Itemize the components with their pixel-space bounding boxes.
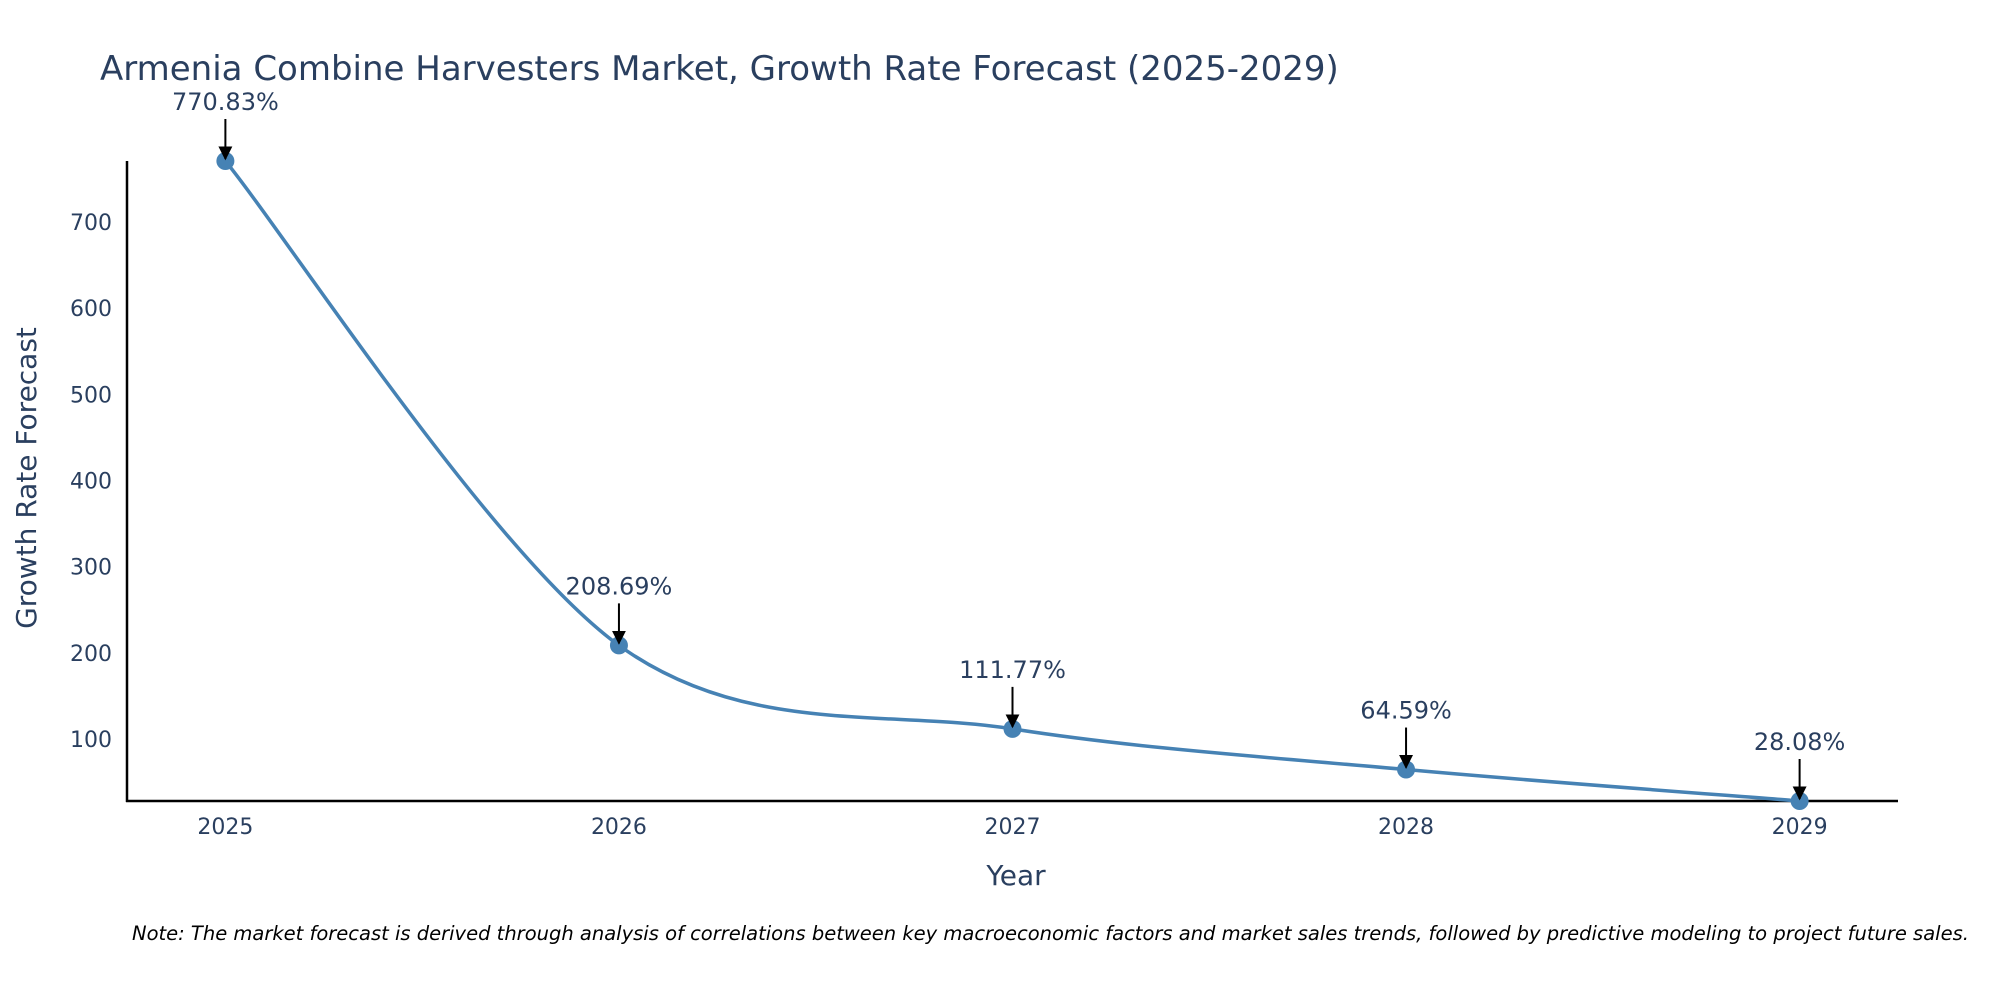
y-tick-label: 600 xyxy=(70,297,112,322)
y-tick-label: 400 xyxy=(70,470,112,495)
data-label: 770.83% xyxy=(172,88,279,116)
x-axis-title: Year xyxy=(985,859,1046,892)
x-tick-label: 2025 xyxy=(197,815,253,840)
y-axis-title: Growth Rate Forecast xyxy=(10,327,43,629)
x-tick-label: 2027 xyxy=(985,815,1041,840)
x-tick-label: 2029 xyxy=(1772,815,1828,840)
data-label: 111.77% xyxy=(959,656,1066,684)
x-tick-label: 2026 xyxy=(591,815,647,840)
y-tick-label: 200 xyxy=(70,642,112,667)
y-tick-label: 700 xyxy=(70,211,112,236)
y-tick-label: 500 xyxy=(70,383,112,408)
series-line xyxy=(224,159,1800,803)
chart-title: Armenia Combine Harvesters Market, Growt… xyxy=(100,49,1339,89)
data-label: 28.08% xyxy=(1754,728,1846,756)
footnote: Note: The market forecast is derived thr… xyxy=(132,922,1969,945)
data-label: 208.69% xyxy=(566,572,673,600)
x-tick-label: 2028 xyxy=(1378,815,1434,840)
y-tick-label: 300 xyxy=(70,556,112,581)
data-label: 64.59% xyxy=(1360,697,1452,725)
y-tick-label: 100 xyxy=(70,728,112,753)
plot-area: 100 200 300 400 500 600 700 2025 2026 2027 2028 202… xyxy=(70,88,1898,840)
